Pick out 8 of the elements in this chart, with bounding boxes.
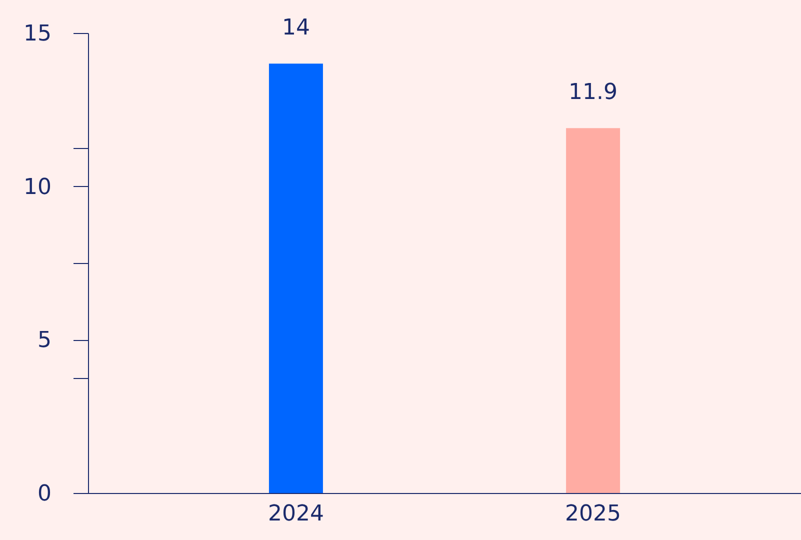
data-label: 14 — [282, 16, 310, 41]
y-tick-label: 0 — [38, 482, 52, 506]
data-label: 11.9 — [568, 80, 618, 106]
x-tick-label: 2024 — [268, 502, 324, 526]
x-tick-label: 2025 — [565, 502, 622, 526]
y-tick-label: 15 — [24, 22, 52, 46]
y-tick-label: 10 — [24, 174, 52, 200]
y-tick-label: 5 — [38, 328, 52, 354]
